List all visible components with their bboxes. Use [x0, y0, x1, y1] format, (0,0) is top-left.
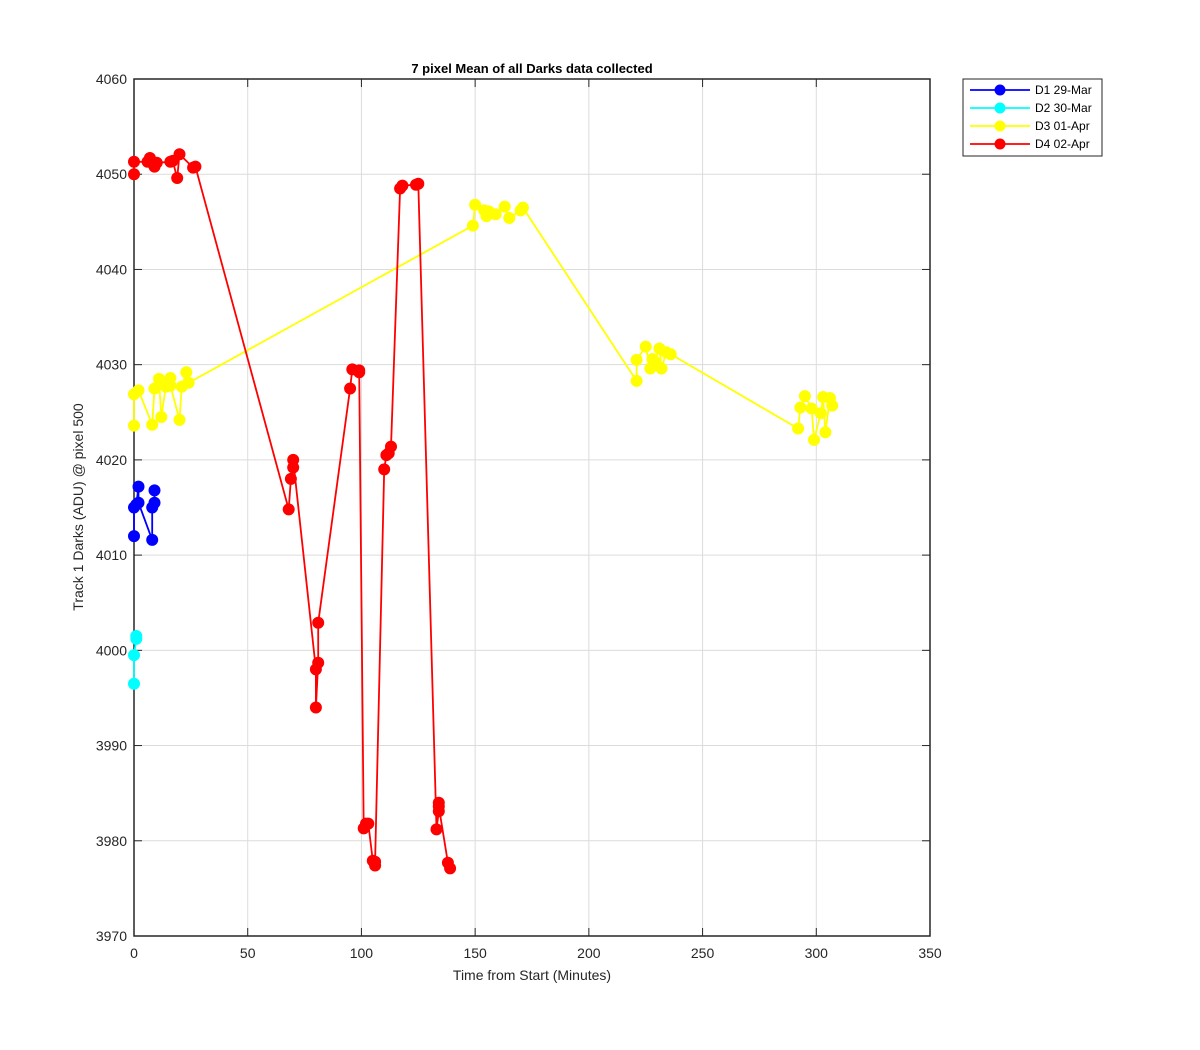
data-point [489, 208, 502, 221]
legend: D1 29-Mar D2 30-Mar D3 01-Apr D4 02-Apr [962, 78, 1103, 157]
data-point [128, 530, 140, 543]
data-point [309, 701, 322, 714]
data-point [503, 212, 516, 224]
data-point [432, 800, 445, 813]
data-point [630, 374, 643, 387]
legend-entry: D3 01-Apr [1035, 119, 1090, 133]
data-point [173, 148, 186, 161]
data-point [639, 340, 652, 353]
data-point [353, 366, 366, 379]
y-tick-label: 4060 [96, 71, 127, 87]
data-point [819, 426, 832, 439]
legend-marker [994, 84, 1006, 96]
x-tick-label: 300 [805, 945, 829, 961]
y-tick-label: 4030 [96, 357, 127, 373]
data-point [312, 656, 325, 669]
data-point [282, 503, 295, 516]
x-tick-label: 50 [240, 945, 256, 961]
data-point [444, 862, 457, 875]
data-point [150, 156, 163, 169]
data-point [369, 855, 382, 868]
data-point [362, 817, 375, 830]
data-point [132, 384, 145, 397]
data-point [146, 418, 159, 431]
y-axis-label: Track 1 Darks (ADU) @ pixel 500 [70, 403, 86, 611]
y-tick-label: 4050 [96, 166, 127, 182]
data-point [396, 179, 409, 192]
series-3 [128, 198, 839, 446]
y-tick-label: 3980 [96, 833, 127, 849]
legend-entry: D4 02-Apr [1035, 137, 1090, 151]
series-1 [128, 480, 161, 546]
series-4 [128, 148, 457, 875]
data-point [182, 376, 195, 389]
y-tick-label: 3990 [96, 738, 127, 754]
x-tick-label: 100 [350, 945, 374, 961]
plot-area [134, 79, 930, 936]
data-point [148, 496, 161, 509]
data-point [664, 348, 677, 361]
data-point [516, 201, 529, 214]
data-point [173, 413, 186, 426]
data-point [128, 419, 140, 432]
series-group [128, 148, 839, 875]
data-point [284, 472, 297, 485]
data-point [808, 433, 820, 446]
x-tick-label: 0 [130, 945, 138, 961]
data-point [498, 200, 511, 213]
data-point [130, 630, 143, 642]
data-point [344, 382, 357, 395]
data-point [171, 172, 184, 184]
data-point [794, 401, 807, 414]
data-point [469, 198, 482, 211]
data-point [128, 168, 140, 181]
data-point [132, 480, 145, 493]
data-point [132, 496, 145, 509]
data-point [312, 616, 325, 629]
y-tick-label: 4040 [96, 261, 127, 277]
data-point [655, 362, 668, 375]
y-axis: 3970 3980 3990 4000 4010 4020 4030 4040 4050 4060 [96, 71, 930, 944]
data-point [385, 440, 397, 453]
y-tick-label: 3970 [96, 928, 127, 944]
data-point [466, 219, 479, 232]
x-axis: 0 50 100 150 200 250 300 350 [130, 79, 942, 961]
data-point [164, 379, 177, 392]
data-point [148, 484, 161, 497]
data-point [792, 422, 805, 435]
legend-marker [994, 120, 1006, 132]
data-point [155, 411, 168, 423]
y-tick-label: 4010 [96, 547, 127, 563]
y-tick-label: 4000 [96, 642, 127, 658]
x-tick-label: 350 [918, 945, 942, 961]
data-point [430, 823, 443, 836]
legend-entry: D2 30-Mar [1035, 101, 1092, 115]
data-point [146, 533, 159, 546]
y-tick-label: 4020 [96, 452, 127, 468]
series-2 [128, 630, 143, 690]
x-tick-label: 200 [577, 945, 601, 961]
data-point [128, 677, 140, 690]
x-tick-label: 150 [463, 945, 487, 961]
chart-title: 7 pixel Mean of all Darks data collected [411, 61, 652, 76]
data-point [412, 177, 425, 190]
legend-marker [994, 138, 1006, 150]
data-point [148, 382, 161, 395]
legend-entry: D1 29-Mar [1035, 83, 1092, 97]
data-point [180, 366, 193, 379]
x-tick-label: 250 [691, 945, 715, 961]
data-point [128, 155, 140, 168]
data-point [814, 407, 827, 420]
legend-marker [994, 102, 1006, 114]
data-point [287, 453, 300, 466]
x-axis-label: Time from Start (Minutes) [453, 967, 611, 983]
data-point [630, 353, 643, 366]
data-point [378, 463, 391, 476]
data-point [826, 399, 839, 412]
data-point [189, 160, 202, 173]
data-point [798, 390, 811, 403]
data-point [128, 649, 140, 662]
